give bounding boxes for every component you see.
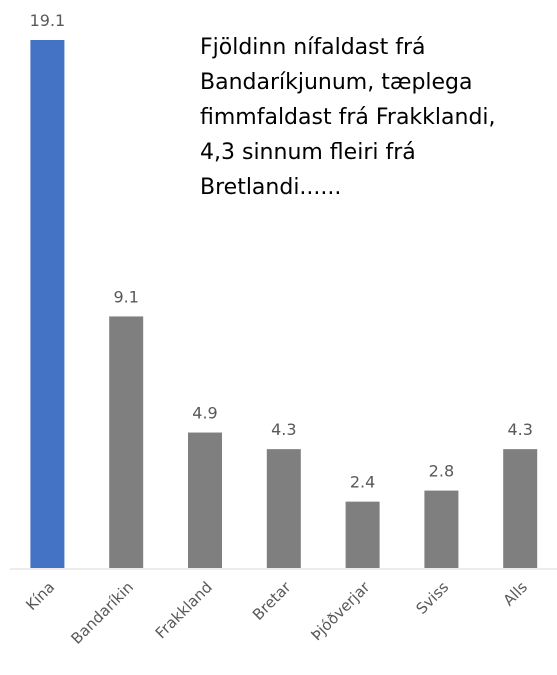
annotation-line: Fjöldinn nífaldast frá bbox=[200, 35, 426, 60]
annotation-line: fimmfaldast frá Frakklandi, bbox=[200, 105, 496, 130]
data-label: 4.3 bbox=[507, 420, 532, 439]
bar bbox=[188, 432, 222, 568]
data-label: 4.9 bbox=[192, 404, 217, 423]
x-tick-label: Bandaríkin bbox=[67, 578, 137, 648]
x-tick-label: Kína bbox=[22, 578, 58, 614]
bar bbox=[424, 490, 459, 568]
bar bbox=[109, 316, 144, 568]
data-label: 2.4 bbox=[350, 473, 375, 492]
bar bbox=[266, 449, 301, 568]
annotation-line: 4,3 sinnum fleiri frá bbox=[200, 140, 416, 165]
annotation-line: Bandaríkjunum, tæplega bbox=[200, 70, 473, 95]
data-label: 4.3 bbox=[271, 420, 296, 439]
x-tick-label: Bretar bbox=[249, 578, 295, 624]
x-tick-label: Alls bbox=[500, 578, 532, 610]
x-tick-label: Þjóðverjar bbox=[307, 578, 374, 645]
data-label: 19.1 bbox=[30, 11, 66, 30]
data-label: 2.8 bbox=[429, 462, 454, 481]
bar bbox=[30, 40, 65, 568]
x-tick-label: Sviss bbox=[412, 578, 452, 618]
data-label: 9.1 bbox=[113, 287, 138, 306]
annotation-line: Bretlandi...... bbox=[200, 175, 341, 200]
bar bbox=[345, 501, 380, 568]
bar bbox=[503, 449, 538, 568]
x-tick-label: Frakkland bbox=[152, 578, 216, 642]
